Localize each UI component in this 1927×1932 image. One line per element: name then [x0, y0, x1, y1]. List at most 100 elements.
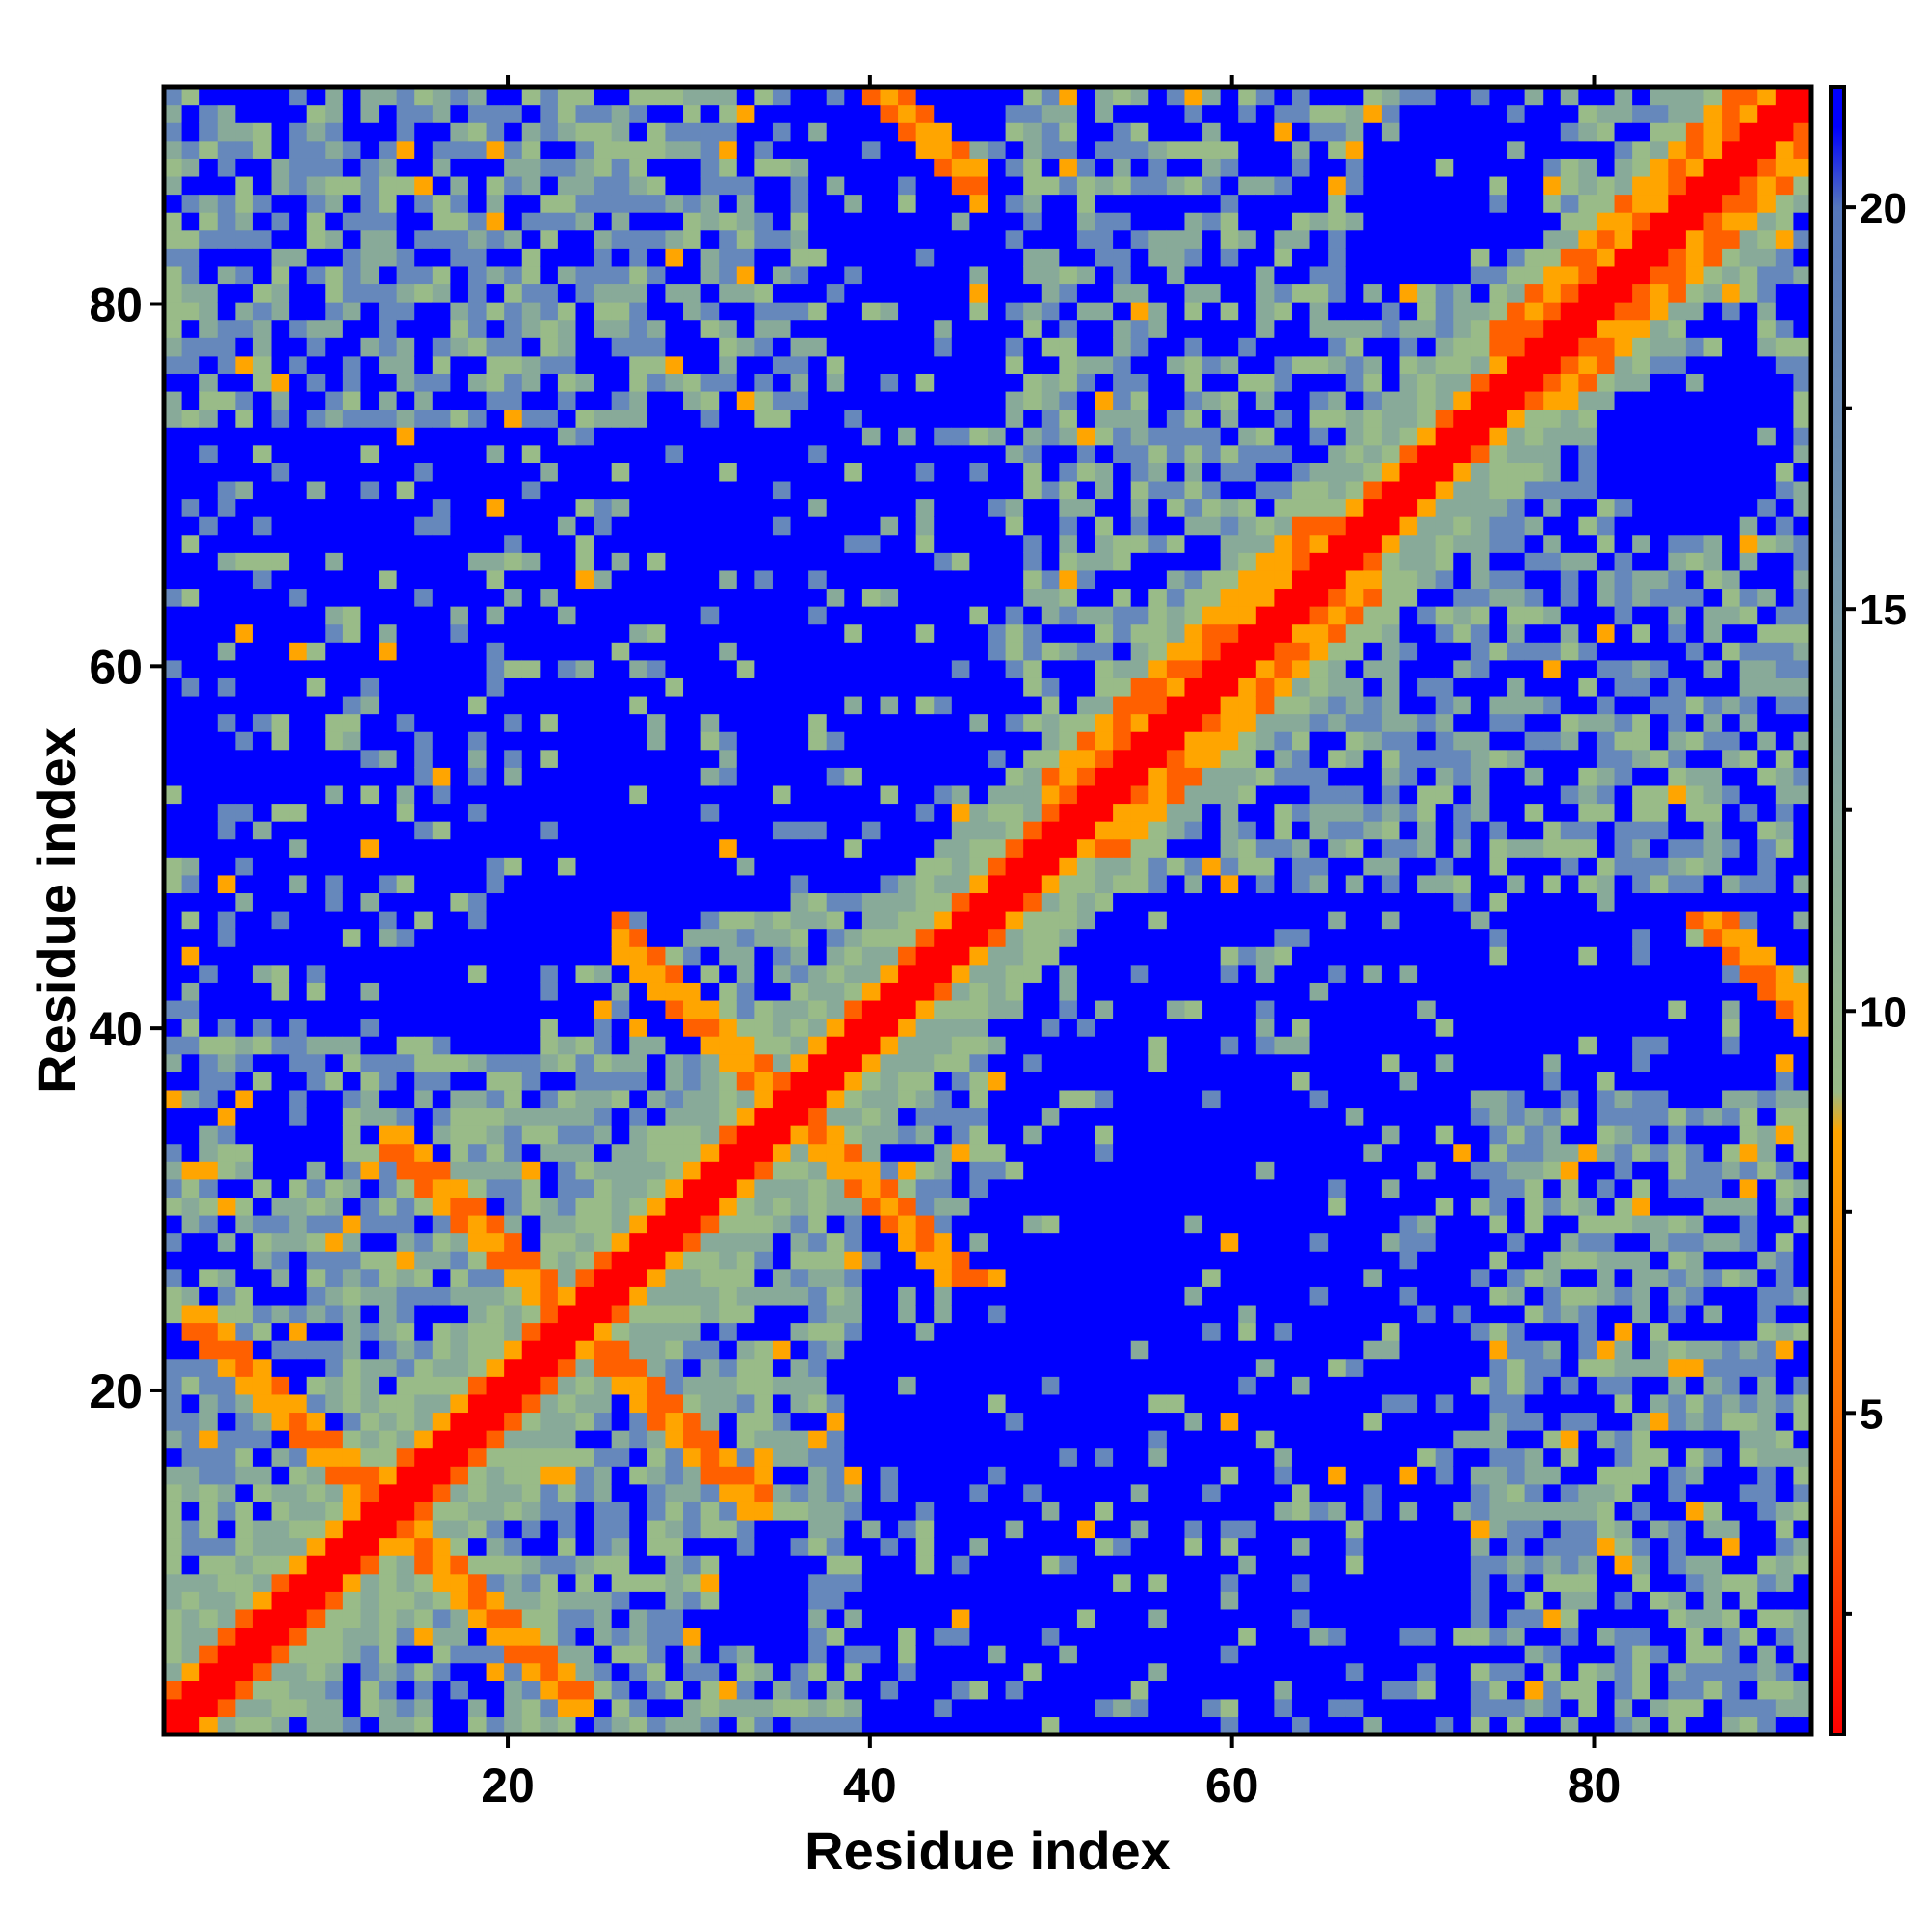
heatmap-cell — [700, 1089, 720, 1109]
heatmap-cell — [1041, 1591, 1060, 1610]
heatmap-cell — [700, 1698, 720, 1718]
heatmap-cell — [1076, 713, 1096, 732]
heatmap-cell — [665, 569, 684, 590]
heatmap-cell — [342, 731, 362, 751]
heatmap-cell — [164, 642, 183, 661]
heatmap-cell — [665, 1089, 684, 1109]
heatmap-cell — [790, 1197, 809, 1216]
heatmap-cell — [521, 1627, 541, 1646]
heatmap-cell — [575, 784, 594, 805]
heatmap-cell — [164, 175, 183, 196]
heatmap-cell — [486, 821, 505, 840]
heatmap-cell — [915, 821, 935, 840]
heatmap-cell — [700, 803, 720, 822]
heatmap-cell — [683, 444, 702, 463]
heatmap-cell — [504, 1304, 523, 1324]
heatmap-cell — [271, 749, 290, 768]
heatmap-cell — [844, 122, 863, 142]
heatmap-cell — [414, 355, 434, 374]
heatmap-cell — [432, 194, 451, 213]
heatmap-cell — [1113, 212, 1132, 231]
heatmap-cell — [432, 946, 451, 966]
heatmap-cell — [181, 1698, 200, 1718]
heatmap-cell — [557, 999, 577, 1019]
heatmap-cell — [861, 1251, 882, 1270]
heatmap-cell — [181, 319, 200, 338]
heatmap-cell — [217, 982, 236, 1001]
heatmap-cell — [772, 1340, 792, 1360]
heatmap-cell — [594, 1501, 613, 1521]
heatmap-cell — [467, 265, 488, 285]
heatmap-cell — [379, 1018, 398, 1037]
heatmap-cell — [951, 569, 971, 590]
heatmap-cell — [306, 1358, 326, 1377]
heatmap-cell — [915, 1322, 935, 1341]
heatmap-cell — [289, 373, 308, 392]
heatmap-cell — [217, 803, 236, 822]
heatmap-cell — [772, 480, 792, 500]
heatmap-cell — [235, 1322, 254, 1341]
heatmap-cell — [396, 749, 415, 768]
heatmap-cell — [217, 1537, 236, 1556]
heatmap-cell — [719, 283, 738, 303]
heatmap-cell — [504, 1430, 523, 1449]
heatmap-cell — [898, 175, 917, 196]
heatmap-cell — [880, 463, 899, 482]
heatmap-cell — [1041, 1214, 1060, 1234]
heatmap-cell — [271, 1251, 290, 1270]
heatmap-cell — [700, 1412, 720, 1431]
heatmap-cell — [396, 982, 415, 1001]
heatmap-cell — [808, 1125, 828, 1145]
heatmap-cell — [880, 928, 899, 947]
heatmap-cell — [1023, 463, 1043, 482]
heatmap-cell — [450, 1322, 469, 1341]
heatmap-cell — [880, 606, 899, 625]
heatmap-cell — [432, 1519, 451, 1539]
heatmap-cell — [467, 1447, 488, 1467]
heatmap-cell — [306, 1645, 326, 1664]
heatmap-cell — [611, 122, 630, 142]
heatmap-cell — [486, 1519, 505, 1539]
heatmap-cell — [504, 534, 523, 553]
heatmap-cell — [325, 265, 344, 285]
heatmap-cell — [1076, 659, 1096, 678]
heatmap-cell — [790, 1036, 809, 1055]
heatmap-cell — [1023, 928, 1043, 947]
heatmap-cell — [575, 821, 594, 840]
heatmap-cell — [754, 677, 774, 697]
heatmap-cell — [951, 784, 971, 805]
heatmap-cell — [880, 695, 899, 715]
heatmap-cell — [1023, 1376, 1043, 1395]
heatmap-cell — [915, 1555, 935, 1575]
heatmap-cell — [181, 1036, 200, 1055]
heatmap-cell — [289, 1555, 308, 1575]
heatmap-cell — [342, 1178, 362, 1198]
heatmap-cell — [504, 713, 523, 732]
heatmap-cell — [719, 1627, 738, 1646]
heatmap-cell — [934, 229, 953, 249]
heatmap-cell — [719, 623, 738, 643]
heatmap-cell — [252, 140, 273, 159]
heatmap-cell — [504, 1178, 523, 1198]
heatmap-cell — [1113, 1072, 1132, 1091]
heatmap-cell — [1059, 1591, 1078, 1610]
heatmap-cell — [414, 319, 434, 338]
heatmap-cell — [217, 1304, 236, 1324]
heatmap-cell — [557, 229, 577, 249]
heatmap-cell — [325, 1430, 344, 1449]
heatmap-cell — [861, 1483, 882, 1502]
heatmap-cell — [557, 140, 577, 159]
heatmap-cell — [683, 1393, 702, 1414]
heatmap-cell — [719, 677, 738, 697]
heatmap-cell — [1005, 1197, 1024, 1216]
heatmap-cell — [629, 1555, 648, 1575]
heatmap-cell — [934, 1591, 953, 1610]
heatmap-cell — [289, 1214, 308, 1234]
heatmap-cell — [252, 1393, 273, 1414]
heatmap-cell — [772, 1018, 792, 1037]
heatmap-cell — [934, 265, 953, 285]
heatmap-cell — [844, 695, 863, 715]
heatmap-cell — [700, 373, 720, 392]
heatmap-cell — [235, 1143, 254, 1162]
heatmap-cell — [808, 1537, 828, 1556]
